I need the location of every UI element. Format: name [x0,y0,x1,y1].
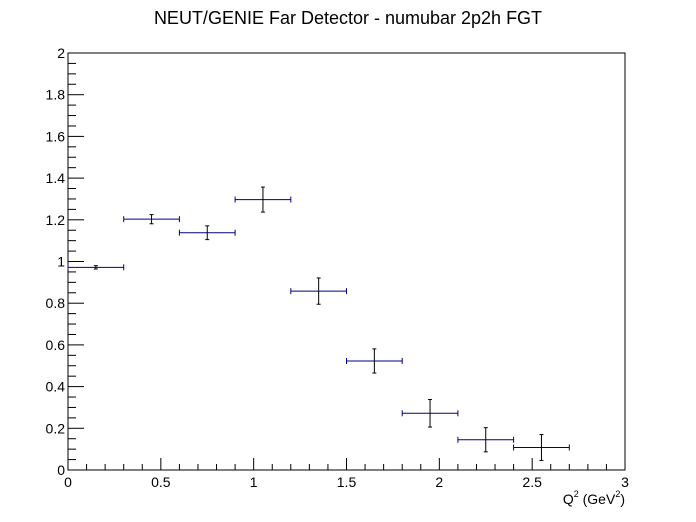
axes: 0 0.5 1 1.5 2 2.5 3 0 0.2 0.4 0.6 0.8 1 1.2 1.4 1.6 1.8 2 [46,45,630,490]
y-tick-label: 1.4 [46,170,66,186]
y-tick-label: 1.6 [46,128,66,144]
x-axis-label-end: ) [620,491,625,507]
data-points [67,186,570,461]
x-tick-label: 2 [435,474,443,490]
x-tick-label: 0 [64,474,72,490]
data-point [290,277,347,305]
x-tick-label: 3 [621,474,629,490]
x-tick-label: 1.5 [337,474,357,490]
data-point [67,264,125,271]
y-tick-label: 0.2 [46,420,66,436]
data-point [178,225,236,241]
y-tick-label: 1 [57,254,65,270]
x-tick-label: 0.5 [151,474,171,490]
y-tick-label: 0.8 [46,295,66,311]
y-tick-label: 0 [57,462,65,478]
data-point [346,348,403,374]
x-axis-label-base: Q [563,491,574,507]
x-axis-label: Q2 (GeV2) [563,489,625,507]
data-point [401,399,459,428]
y-tick-label: 0.6 [46,337,66,353]
x-tick-label: 1 [250,474,258,490]
x-axis-label-mid: (GeV [579,491,616,507]
x-axis-label-sup2: 2 [615,489,620,499]
data-point [123,214,180,225]
y-tick-label: 2 [57,45,65,61]
chart-title: NEUT/GENIE Far Detector - numubar 2p2h F… [154,8,542,28]
data-point [234,186,292,213]
y-tick-label: 1.8 [46,87,66,103]
x-tick-label: 2.5 [522,474,542,490]
y-tick-label: 0.4 [46,379,66,395]
data-point [457,427,515,453]
x-axis-label-sup1: 2 [574,489,579,499]
y-tick-label: 1.2 [46,212,66,228]
data-point [513,434,570,461]
